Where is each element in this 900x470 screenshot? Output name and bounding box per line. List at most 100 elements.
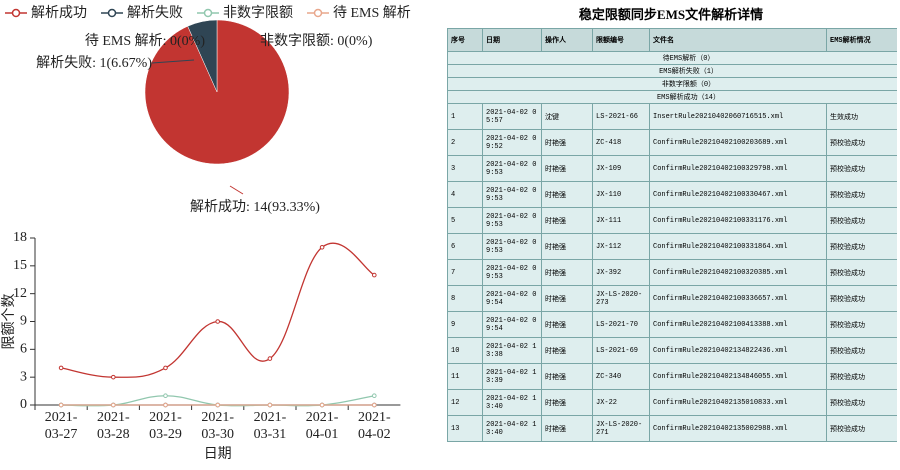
header-cell: 日期 (482, 28, 542, 52)
cell: 10 (447, 337, 483, 364)
x-tick-label: 2021-04-02 (358, 410, 391, 442)
slice-label: 解析失败: 1(6.67%) (36, 55, 152, 71)
group-row: 待EMS解析（0） (447, 51, 897, 65)
cell: 预校验成功 (826, 285, 897, 312)
y-tick-label: 6 (20, 342, 27, 357)
cell: 11 (447, 363, 483, 390)
group-row: EMS解析成功（14） (447, 90, 897, 104)
cell: 2 (447, 129, 483, 156)
legend-label: 待 EMS 解析 (333, 5, 411, 21)
cell: 时艳强 (541, 389, 593, 416)
x-tick-label: 2021-03-27 (45, 410, 78, 442)
cell: 预校验成功 (826, 259, 897, 286)
cell: ConfirmRule20210402100336657.xml (649, 285, 827, 312)
legend-label: 非数字限额 (223, 5, 293, 21)
cell: 7 (447, 259, 483, 286)
cell: 时艳强 (541, 363, 593, 390)
cell: ConfirmRule20210402134822436.xml (649, 337, 827, 364)
data-row: 3 2021-04-02 09:53 时艳强 JX-109 ConfirmRule202… (447, 155, 897, 182)
cell: 2021-04-02 09:53 (482, 181, 542, 208)
data-row: 8 2021-04-02 09:54 时艳强 JX-LS-2020-273 Confir… (447, 285, 897, 312)
point (319, 244, 325, 250)
cell: JX-LS-2020-271 (592, 415, 650, 442)
x-tick-label: 2021-03-29 (149, 410, 182, 442)
cell: 时艳强 (541, 285, 593, 312)
legend-icon (313, 8, 323, 18)
cell: JX-110 (592, 181, 650, 208)
cell: 时艳强 (541, 129, 593, 156)
data-row: 12 2021-04-02 13:40 时艳强 JX-22 ConfirmRule202… (447, 389, 897, 416)
y-axis-label: 限额个数 (1, 294, 17, 350)
cell: 预校验成功 (826, 155, 897, 182)
header-cell: 限额编号 (592, 28, 650, 52)
cell: ConfirmRule20210402100330467.xml (649, 181, 827, 208)
cell: 预校验成功 (826, 337, 897, 364)
cell: 12 (447, 389, 483, 416)
legend-icon (203, 8, 213, 18)
cell: 预校验成功 (826, 129, 897, 156)
cell: 沈键 (541, 103, 593, 130)
group-cell: EMS解析成功（14） (447, 90, 897, 104)
cell: ConfirmRule20210402100331176.xml (649, 207, 827, 234)
cell: 预校验成功 (826, 389, 897, 416)
label-line (151, 59, 195, 64)
cell: 2021-04-02 09:53 (482, 233, 542, 260)
data-row: 11 2021-04-02 13:39 时艳强 ZC-340 ConfirmRule20… (447, 363, 897, 390)
cell: 预校验成功 (826, 233, 897, 260)
y-tick-label: 9 (20, 314, 27, 329)
cell: 2021-04-02 09:52 (482, 129, 542, 156)
point (372, 393, 377, 399)
group-row: 非数字限额（0） (447, 77, 897, 91)
cell: ConfirmRule20210402100203689.xml (649, 129, 827, 156)
cell: JX-392 (592, 259, 650, 286)
point (372, 402, 377, 408)
cell: LS-2021-66 (592, 103, 650, 130)
cell: JX-109 (592, 155, 650, 182)
cell: 2021-04-02 09:54 (482, 311, 542, 338)
cell: ConfirmRule20210402100331864.xml (649, 233, 827, 260)
cell: 生效成功 (826, 103, 897, 130)
point (267, 402, 273, 408)
cell: ConfirmRule20210402100320385.xml (649, 259, 827, 286)
x-axis-label: 日期 (204, 446, 232, 462)
legend-label: 解析失败 (127, 5, 183, 21)
label-line (229, 185, 244, 195)
data-row: 10 2021-04-02 13:38 时艳强 LS-2021-69 ConfirmRu… (447, 337, 897, 364)
cell: 预校验成功 (826, 207, 897, 234)
header-row: 序号 日期 操作人 限额编号 文件名 EMS解析情况 (447, 28, 897, 52)
cell: 预校验成功 (826, 415, 897, 442)
point (319, 402, 325, 408)
cell: ConfirmRule20210402134846055.xml (649, 363, 827, 390)
table-panel: 稳定限额同步EMS文件解析详情 序号 日期 操作人 限额编号 文件名 EMS解析情况 待EM… (445, 0, 897, 465)
cell: 5 (447, 207, 483, 234)
cell: ZC-340 (592, 363, 650, 390)
cell: 时艳强 (541, 311, 593, 338)
header-cell: EMS解析情况 (826, 28, 897, 52)
cell: 13 (447, 415, 483, 442)
data-row: 13 2021-04-02 13:40 时艳强 JX-LS-2020-271 Confi… (447, 415, 897, 442)
cell: 时艳强 (541, 259, 593, 286)
y-tick-label: 18 (13, 230, 27, 245)
cell: 时艳强 (541, 233, 593, 260)
cell: ConfirmRule20210402100413388.xml (649, 311, 827, 338)
y-tick-label: 0 (20, 397, 27, 412)
cell: 时艳强 (541, 415, 593, 442)
cell: 2021-04-02 13:40 (482, 389, 542, 416)
point (58, 402, 64, 408)
x-tick-label: 2021-04-01 (306, 410, 339, 442)
cell: 1 (447, 103, 483, 130)
cell: 预校验成功 (826, 181, 897, 208)
cell: InsertRule20210402060716515.xml (649, 103, 827, 130)
point (215, 402, 220, 408)
legend-icon (107, 8, 117, 18)
cell: ConfirmRule20210402135002988.xml (649, 415, 827, 442)
group-row: EMS解析失败（1） (447, 64, 897, 78)
cell: 时艳强 (541, 181, 593, 208)
cell: 2021-04-02 13:40 (482, 415, 542, 442)
legend-icon (11, 8, 21, 18)
cell: LS-2021-70 (592, 311, 650, 338)
point (372, 272, 377, 278)
point (163, 393, 168, 399)
point (163, 365, 168, 371)
